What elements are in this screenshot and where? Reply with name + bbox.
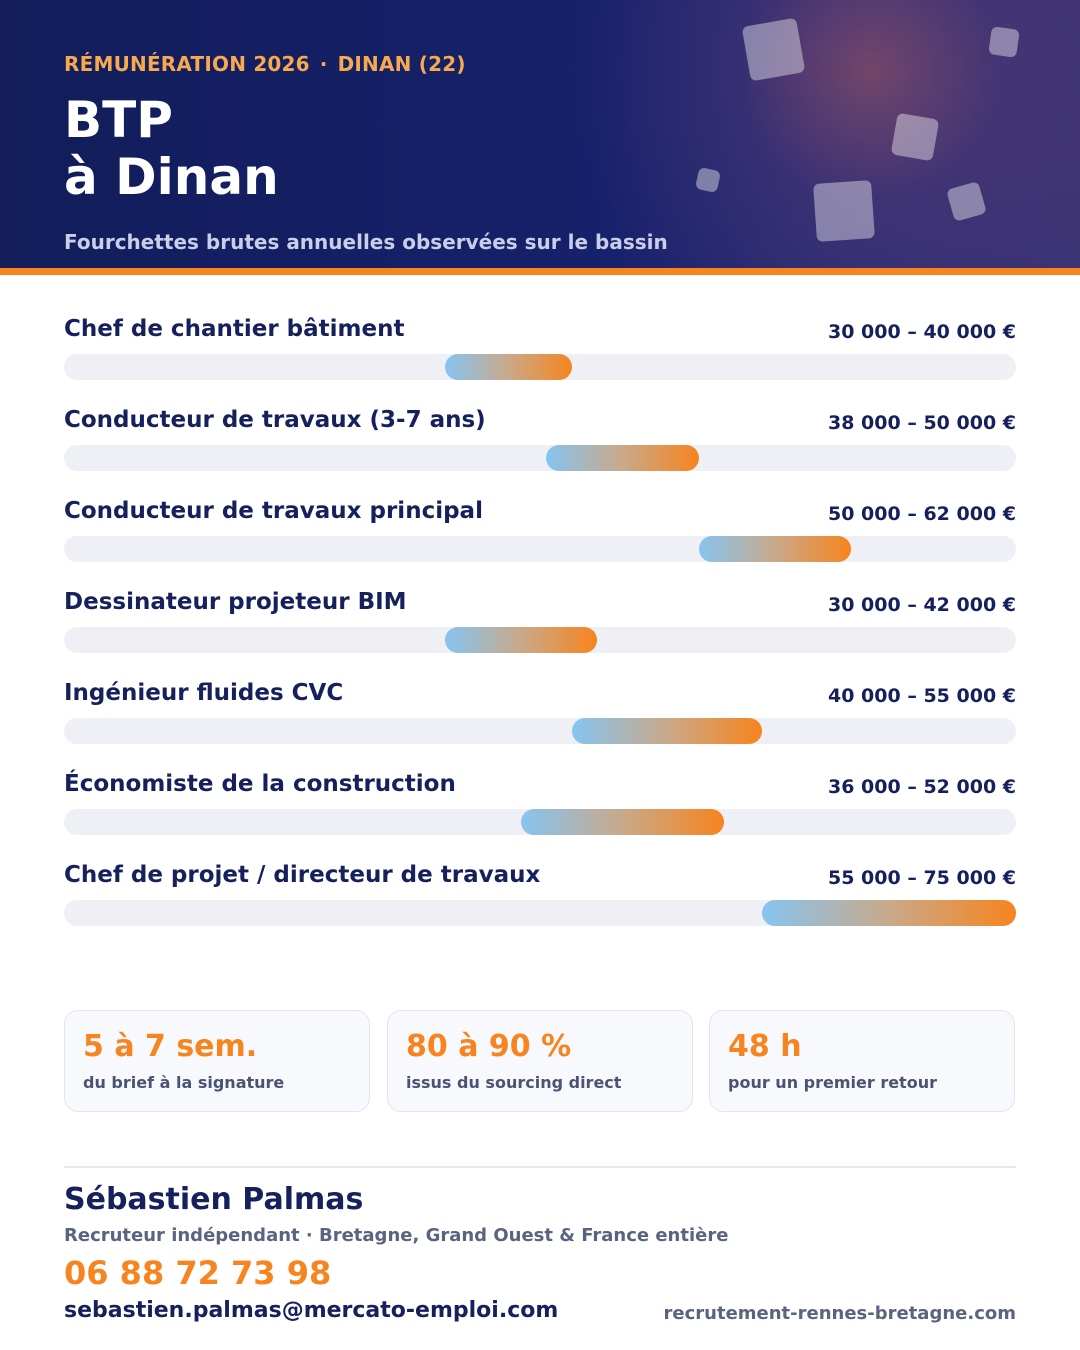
page-title: BTP à Dinan bbox=[64, 92, 279, 206]
range-track bbox=[64, 354, 1016, 380]
range-track bbox=[64, 718, 1016, 744]
range-bar bbox=[762, 900, 1016, 926]
decorative-square bbox=[813, 180, 875, 242]
stat-value: 48 h bbox=[728, 1029, 802, 1064]
range-track bbox=[64, 536, 1016, 562]
category-label: Dessinateur projeteur BIM bbox=[64, 589, 407, 615]
contact-email[interactable]: sebastien.palmas@mercato-emploi.com bbox=[64, 1298, 559, 1323]
category-label: Conducteur de travaux principal bbox=[64, 498, 483, 524]
stat-caption: issus du sourcing direct bbox=[406, 1073, 622, 1092]
stat-caption: pour un premier retour bbox=[728, 1073, 937, 1092]
stats-row: 5 à 7 sem. du brief à la signature 80 à … bbox=[64, 1010, 1016, 1114]
chart-row: Conducteur de travaux principal 50 000 – … bbox=[64, 498, 1016, 589]
decorative-square bbox=[694, 166, 722, 194]
range-bar bbox=[546, 445, 699, 471]
chart-row: Ingénieur fluides CVC 40 000 – 55 000 € bbox=[64, 680, 1016, 771]
title-line-2: à Dinan bbox=[64, 148, 279, 206]
salary-range-chart: Chef de chantier bâtiment 30 000 – 40 000… bbox=[64, 316, 1016, 953]
kicker-separator: · bbox=[319, 52, 328, 76]
header-accent-bar bbox=[0, 268, 1080, 275]
category-label: Chef de chantier bâtiment bbox=[64, 316, 405, 342]
chart-row: Économiste de la construction 36 000 – 52… bbox=[64, 771, 1016, 862]
chart-row: Conducteur de travaux (3-7 ans) 38 000 – … bbox=[64, 407, 1016, 498]
category-label: Économiste de la construction bbox=[64, 771, 456, 797]
decorative-square bbox=[946, 181, 987, 222]
decorative-square bbox=[741, 17, 806, 82]
range-bar bbox=[571, 718, 763, 744]
stat-value: 80 à 90 % bbox=[406, 1029, 572, 1064]
stat-caption: du brief à la signature bbox=[83, 1073, 285, 1092]
category-label: Conducteur de travaux (3-7 ans) bbox=[64, 407, 486, 433]
contact-role: Recruteur indépendant · Bretagne, Grand … bbox=[64, 1225, 729, 1246]
stat-value: 5 à 7 sem. bbox=[83, 1029, 258, 1064]
decorative-square bbox=[890, 112, 940, 162]
page-subtitle: Fourchettes brutes annuelles observées s… bbox=[64, 230, 668, 254]
range-track bbox=[64, 809, 1016, 835]
header-kicker: RÉMUNÉRATION 2026 · DINAN (22) bbox=[64, 52, 466, 76]
chart-row: Chef de projet / directeur de travaux 55 … bbox=[64, 862, 1016, 953]
decorative-square bbox=[988, 26, 1020, 58]
range-bar bbox=[698, 536, 851, 562]
range-value-label: 36 000 – 52 000 € bbox=[828, 776, 1016, 798]
stat-card: 48 h pour un premier retour bbox=[709, 1010, 1015, 1112]
range-value-label: 38 000 – 50 000 € bbox=[828, 412, 1016, 434]
range-value-label: 30 000 – 42 000 € bbox=[828, 594, 1016, 616]
stat-card: 80 à 90 % issus du sourcing direct bbox=[387, 1010, 693, 1112]
chart-row: Chef de chantier bâtiment 30 000 – 40 000… bbox=[64, 316, 1016, 407]
title-line-1: BTP bbox=[64, 91, 173, 149]
contact-phone[interactable]: 06 88 72 73 98 bbox=[64, 1254, 332, 1292]
footer-divider bbox=[64, 1166, 1016, 1168]
range-value-label: 30 000 – 40 000 € bbox=[828, 321, 1016, 343]
range-value-label: 50 000 – 62 000 € bbox=[828, 503, 1016, 525]
range-bar bbox=[520, 809, 725, 835]
header-banner: RÉMUNÉRATION 2026 · DINAN (22) BTP à Dinan… bbox=[0, 0, 1080, 268]
contact-name: Sébastien Palmas bbox=[64, 1182, 364, 1217]
category-label: Chef de projet / directeur de travaux bbox=[64, 862, 541, 888]
kicker-topic: RÉMUNÉRATION 2026 bbox=[64, 52, 310, 76]
range-value-label: 55 000 – 75 000 € bbox=[828, 867, 1016, 889]
category-label: Ingénieur fluides CVC bbox=[64, 680, 344, 706]
range-track bbox=[64, 445, 1016, 471]
range-bar bbox=[444, 354, 572, 380]
range-track bbox=[64, 900, 1016, 926]
range-track bbox=[64, 627, 1016, 653]
stat-card: 5 à 7 sem. du brief à la signature bbox=[64, 1010, 370, 1112]
range-bar bbox=[444, 627, 598, 653]
range-value-label: 40 000 – 55 000 € bbox=[828, 685, 1016, 707]
kicker-location: DINAN (22) bbox=[337, 52, 466, 76]
contact-website[interactable]: recrutement-rennes-bretagne.com bbox=[663, 1303, 1016, 1324]
chart-row: Dessinateur projeteur BIM 30 000 – 42 000… bbox=[64, 589, 1016, 680]
